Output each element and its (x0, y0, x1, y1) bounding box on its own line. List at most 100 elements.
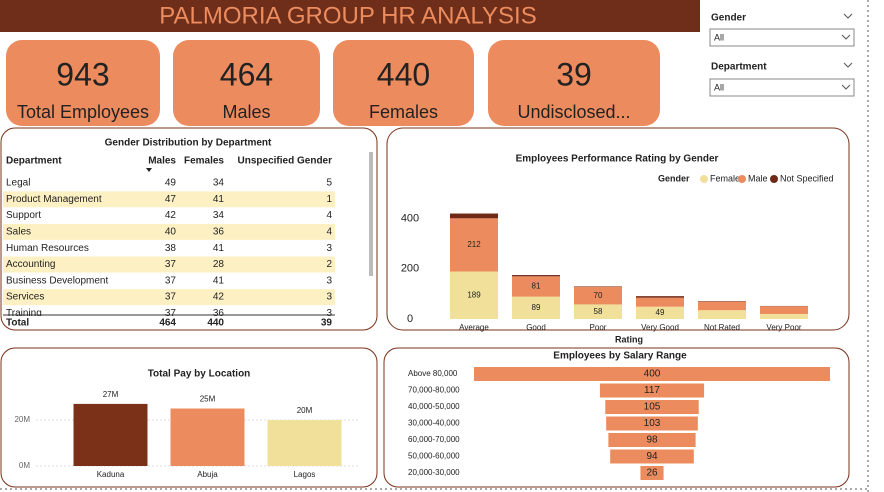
funnel-bar (474, 367, 830, 381)
funnel-bar (640, 466, 664, 480)
kpi-label: Undisclosed... (517, 102, 630, 122)
dropdown[interactable] (709, 78, 855, 97)
data-label: 20M (297, 406, 313, 415)
chart-title: Employees Performance Rating by Gender (516, 154, 719, 165)
kpi-label: Females (369, 102, 438, 122)
bar-segment (512, 276, 560, 297)
data-label: 25M (200, 395, 216, 404)
kpi-value: 464 (220, 56, 273, 92)
bar-segment (574, 304, 622, 319)
x-axis-label: Rating (615, 334, 643, 344)
kpi-label: Total Employees (17, 102, 149, 122)
table-cell: Training (6, 308, 42, 319)
slicer-label: Gender (711, 13, 746, 24)
column-header: Females (184, 156, 224, 167)
data-label: 89 (532, 303, 541, 312)
chart-title: Employees by Salary Range (553, 351, 687, 362)
chevron (841, 34, 851, 40)
slicer[interactable]: Department All (709, 62, 855, 97)
table-cell: 3 (326, 243, 332, 254)
table-cell: 41 (213, 243, 225, 254)
y-tick-label: 20M (14, 415, 30, 424)
x-tick-label: Poor (590, 323, 607, 332)
slicer[interactable]: Gender All (709, 13, 855, 47)
bar-segment (760, 306, 808, 314)
data-label: 49 (656, 308, 665, 317)
table-cell: 49 (165, 178, 177, 189)
data-label: 105 (644, 402, 661, 413)
bar-segment (636, 297, 684, 307)
table-cell: 34 (213, 178, 225, 189)
category-label: 70,000-80,000 (408, 386, 460, 395)
bar-segment (574, 286, 622, 305)
table-cell: Legal (6, 178, 30, 189)
table-cell: Product Management (6, 194, 102, 205)
bar-segment (698, 310, 746, 319)
data-label: 103 (644, 418, 661, 429)
x-tick-label: Average (459, 323, 489, 332)
bar-segment (636, 296, 684, 298)
header-title: PALMORIA GROUP HR ANALYSIS (159, 2, 536, 29)
total-cell: 464 (159, 318, 176, 329)
legend-marker (700, 175, 708, 183)
table-cell: 37 (165, 259, 177, 270)
x-tick-label: Kaduna (97, 470, 125, 479)
column-header: Males (148, 156, 176, 167)
bar-segment (698, 301, 746, 302)
legend-label: Not Specified (780, 173, 834, 183)
x-tick-label: Very Poor (766, 323, 801, 332)
kpi-label: Males (222, 102, 270, 122)
kpi-value: 440 (377, 56, 430, 92)
legend-label: Male (748, 173, 768, 183)
total-cell: 440 (207, 318, 224, 329)
x-tick-label: Abuja (197, 470, 218, 479)
kpi-card (488, 40, 660, 126)
data-label: 26 (646, 468, 658, 479)
bar-segment (450, 271, 498, 319)
y-tick-label: 200 (401, 263, 419, 275)
category-label: 60,000-70,000 (408, 435, 460, 444)
scrollbar[interactable] (369, 152, 373, 276)
bar-segment (636, 306, 684, 319)
slicer-value: All (714, 32, 724, 42)
chevron (841, 84, 851, 90)
table-cell: 4 (326, 227, 332, 238)
category-label: 50,000-60,000 (408, 452, 460, 461)
table-cell: Services (6, 292, 44, 303)
table-cell: 37 (165, 308, 177, 319)
table-cell: 37 (165, 292, 177, 303)
table-cell: 42 (213, 292, 225, 303)
column-header: Department (6, 156, 62, 167)
bar-segment (512, 296, 560, 319)
legend-marker (738, 175, 746, 183)
total-cell: 39 (321, 318, 333, 329)
y-tick-label: 0M (19, 461, 30, 470)
data-label: 117 (644, 385, 660, 396)
chart-panel (386, 127, 850, 331)
table-cell: 3 (326, 308, 332, 319)
table-cell: 4 (326, 210, 332, 221)
table-cell: 3 (326, 275, 332, 286)
dropdown[interactable] (709, 28, 855, 47)
table-cell: 41 (213, 275, 225, 286)
table-cell: 1 (326, 194, 332, 205)
slicer-value: All (714, 82, 724, 92)
x-tick-label: Not Rated (704, 323, 740, 332)
header-bar (0, 0, 700, 32)
table-cell: 37 (165, 275, 177, 286)
table-cell: 36 (213, 227, 225, 238)
sort-indicator (146, 168, 152, 172)
kpi-card (173, 40, 320, 126)
data-label: 98 (646, 435, 658, 446)
y-tick-label: 0 (407, 313, 413, 325)
chart-title: Total Pay by Location (148, 369, 251, 380)
table-cell: 34 (213, 210, 225, 221)
kpi-value: 39 (556, 56, 592, 92)
bar (170, 408, 245, 466)
table-cell: 42 (165, 210, 177, 221)
funnel-bar (610, 449, 694, 464)
data-label: 70 (594, 291, 603, 300)
row-highlight (3, 191, 335, 208)
table-cell: Accounting (6, 259, 55, 270)
